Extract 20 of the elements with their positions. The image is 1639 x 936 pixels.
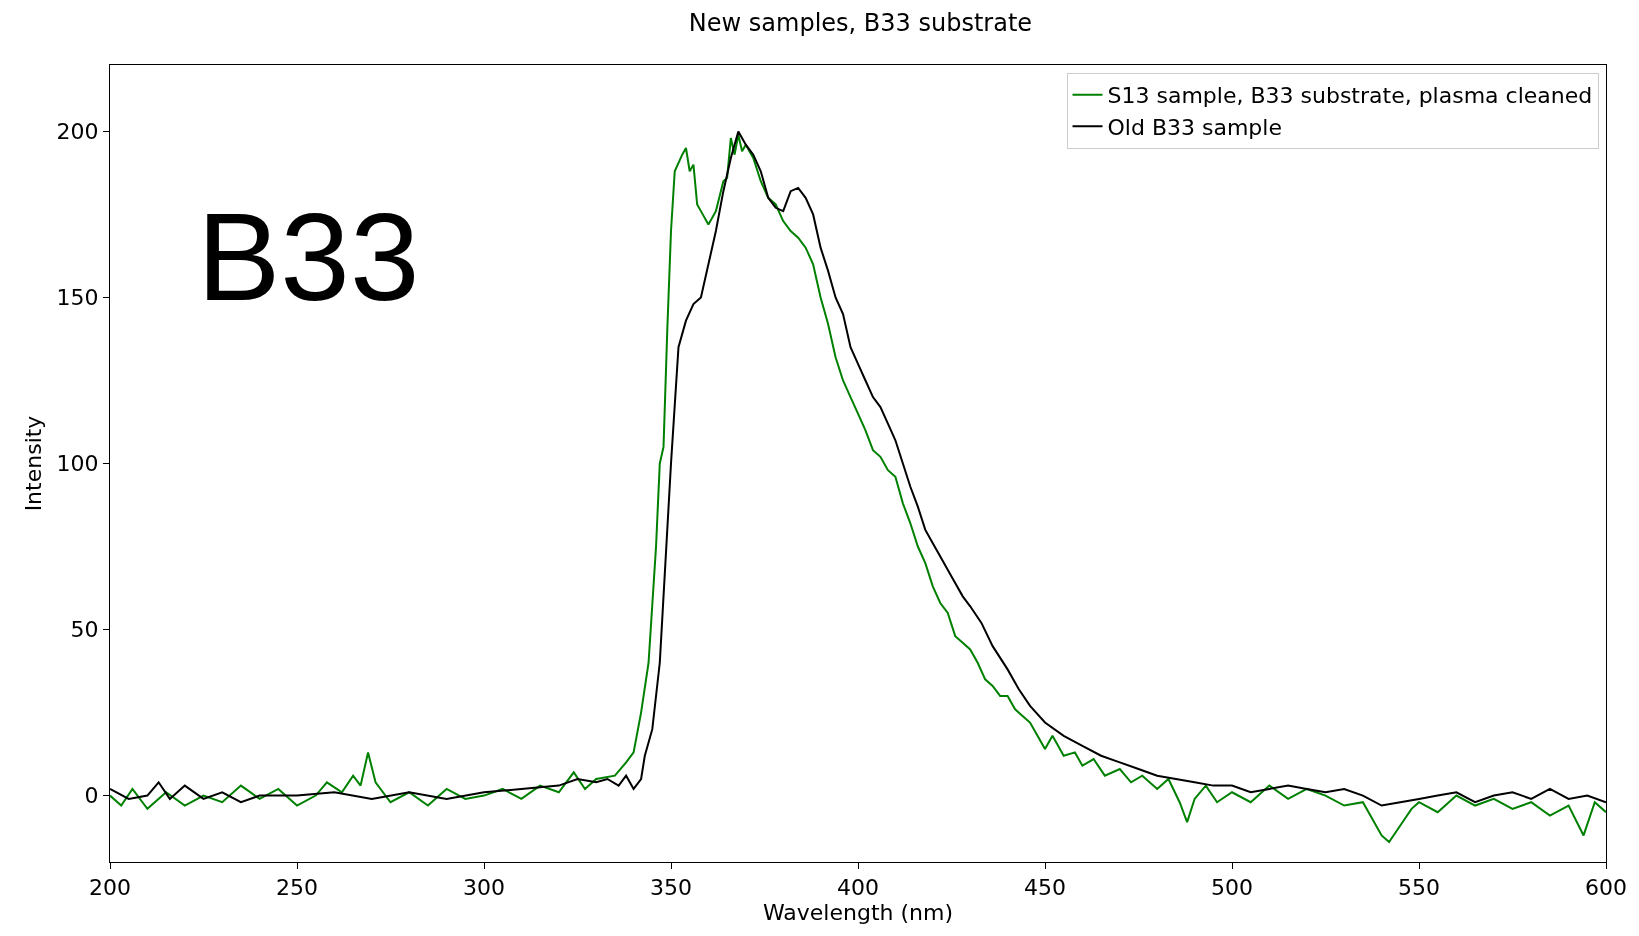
legend-label: Old B33 sample [1107, 114, 1282, 140]
x-tick-label: 200 [89, 875, 131, 901]
y-axis-title: Intensity [21, 415, 47, 512]
y-tick-label: 150 [56, 285, 99, 311]
x-tick-label: 500 [1211, 875, 1253, 901]
x-tick-label: 450 [1024, 875, 1066, 901]
x-tick-label: 600 [1585, 875, 1627, 901]
x-tick-label: 300 [463, 875, 505, 901]
annotation: B33 [197, 187, 420, 326]
legend-label: S13 sample, B33 substrate, plasma cleaned [1107, 83, 1593, 109]
x-tick-label: 250 [276, 875, 318, 901]
y-tick-label: 0 [84, 783, 99, 809]
y-tick-label: 200 [56, 119, 99, 145]
x-tick-label: 350 [650, 875, 692, 901]
x-axis-title: Wavelength (nm) [762, 900, 954, 926]
x-tick-label: 550 [1398, 875, 1440, 901]
chart-title: New samples, B33 substrate [688, 8, 1033, 37]
y-tick-label: 50 [70, 617, 99, 643]
y-tick-label: 100 [56, 451, 99, 477]
x-tick-label: 400 [837, 875, 879, 901]
